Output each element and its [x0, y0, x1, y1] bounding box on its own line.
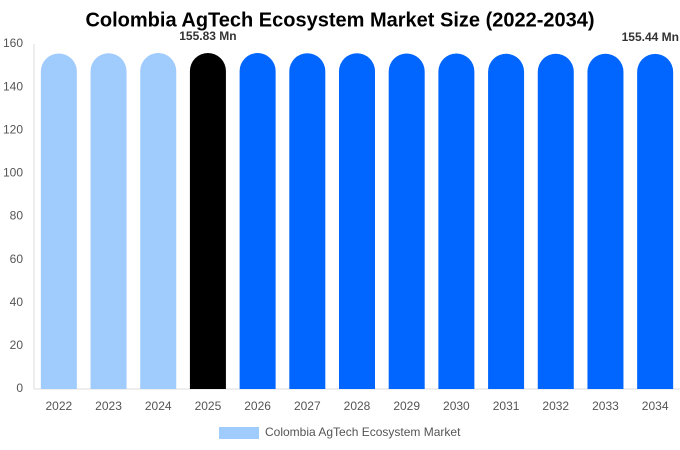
y-tick-label: 0	[16, 381, 23, 395]
y-tick-label: 120	[3, 122, 23, 136]
y-tick-label: 20	[10, 338, 24, 352]
bar	[388, 53, 425, 390]
x-tick-label: 2023	[95, 399, 122, 413]
y-tick-label: 80	[10, 209, 24, 223]
x-tick-label: 2026	[244, 399, 271, 413]
bar	[488, 53, 525, 389]
x-tick-label: 2031	[493, 399, 520, 413]
bar	[239, 53, 276, 390]
x-tick-label: 2034	[642, 399, 669, 413]
y-tick-label: 160	[3, 36, 23, 50]
value-label: 155.44 Mn	[622, 30, 679, 44]
bar	[189, 52, 226, 389]
bar	[637, 53, 674, 390]
bar	[438, 53, 475, 390]
bar	[289, 53, 326, 389]
legend-swatch	[219, 427, 259, 439]
bar	[587, 53, 624, 389]
bar	[40, 53, 77, 390]
bar	[339, 53, 375, 389]
bar	[140, 53, 177, 390]
x-tick-label: 2027	[294, 399, 321, 413]
x-tick-label: 2025	[195, 399, 222, 413]
x-tick-label: 2030	[443, 399, 470, 413]
y-tick-label: 60	[10, 252, 24, 266]
value-label: 155.83 Mn	[179, 29, 236, 43]
x-tick-label: 2033	[592, 399, 619, 413]
x-tick-label: 2024	[145, 399, 172, 413]
y-tick-label: 100	[3, 166, 23, 180]
bar	[537, 53, 574, 389]
y-tick-label: 40	[10, 295, 24, 309]
chart-title: Colombia AgTech Ecosystem Market Size (2…	[85, 9, 594, 31]
bar	[90, 53, 127, 389]
legend-label: Colombia AgTech Ecosystem Market	[265, 425, 461, 439]
x-tick-label: 2032	[542, 399, 569, 413]
x-tick-label: 2029	[393, 399, 420, 413]
x-tick-label: 2028	[344, 399, 371, 413]
y-tick-label: 140	[3, 79, 23, 93]
x-tick-label: 2022	[45, 399, 72, 413]
